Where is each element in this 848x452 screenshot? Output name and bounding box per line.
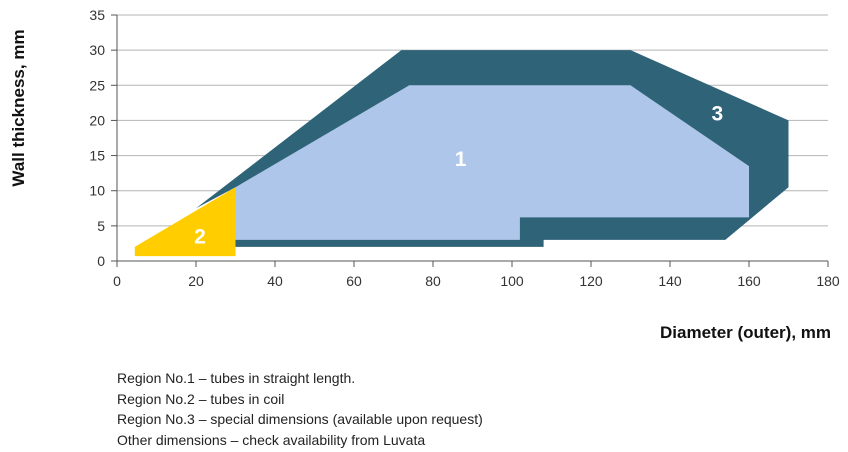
y-tick-label-10: 10 xyxy=(89,183,105,199)
y-axis-title: Wall thickness, mm xyxy=(9,29,28,186)
region-2 xyxy=(134,187,236,257)
x-tick-label-20: 20 xyxy=(188,273,204,289)
region-1 xyxy=(235,85,749,240)
y-tick-label-35: 35 xyxy=(89,7,105,23)
x-tick-label-0: 0 xyxy=(113,273,121,289)
x-tick-label-80: 80 xyxy=(425,273,441,289)
y-tick-label-0: 0 xyxy=(97,253,105,269)
x-axis-title: Diameter (outer), mm xyxy=(660,323,831,342)
y-tick-label-20: 20 xyxy=(89,112,105,128)
x-tick-label-40: 40 xyxy=(267,273,283,289)
axes xyxy=(111,14,829,267)
tick-labels: 0 20 40 60 80 100 120 140 160 180 0 5 10 15 20 25 30 35 xyxy=(89,7,839,289)
y-tick-label-30: 30 xyxy=(89,42,105,58)
region-label-1: 1 xyxy=(455,148,467,171)
legend-item-region-2: Region No.2 – tubes in coil xyxy=(117,390,285,407)
legend-item-other: Other dimensions – check availability fr… xyxy=(117,431,426,448)
legend-item-region-1: Region No.1 – tubes in straight length. xyxy=(117,370,356,386)
regions xyxy=(134,50,789,257)
region-label-2: 2 xyxy=(194,225,206,248)
y-tick-label-15: 15 xyxy=(89,148,105,164)
legend-item-region-3: Region No.3 – special dimensions (availa… xyxy=(117,411,483,427)
x-tick-label-160: 160 xyxy=(737,273,761,289)
region-label-3: 3 xyxy=(712,102,724,125)
region-labels: 1 2 3 xyxy=(194,102,723,248)
y-tick-label-5: 5 xyxy=(97,218,105,234)
x-tick-label-180: 180 xyxy=(816,273,840,289)
x-tick-label-100: 100 xyxy=(500,273,524,289)
legend: Region No.1 – tubes in straight length. … xyxy=(117,368,483,450)
y-tick-label-25: 25 xyxy=(89,77,105,93)
x-tick-label-60: 60 xyxy=(346,273,362,289)
x-tick-label-120: 120 xyxy=(579,273,603,289)
x-tick-label-140: 140 xyxy=(658,273,682,289)
